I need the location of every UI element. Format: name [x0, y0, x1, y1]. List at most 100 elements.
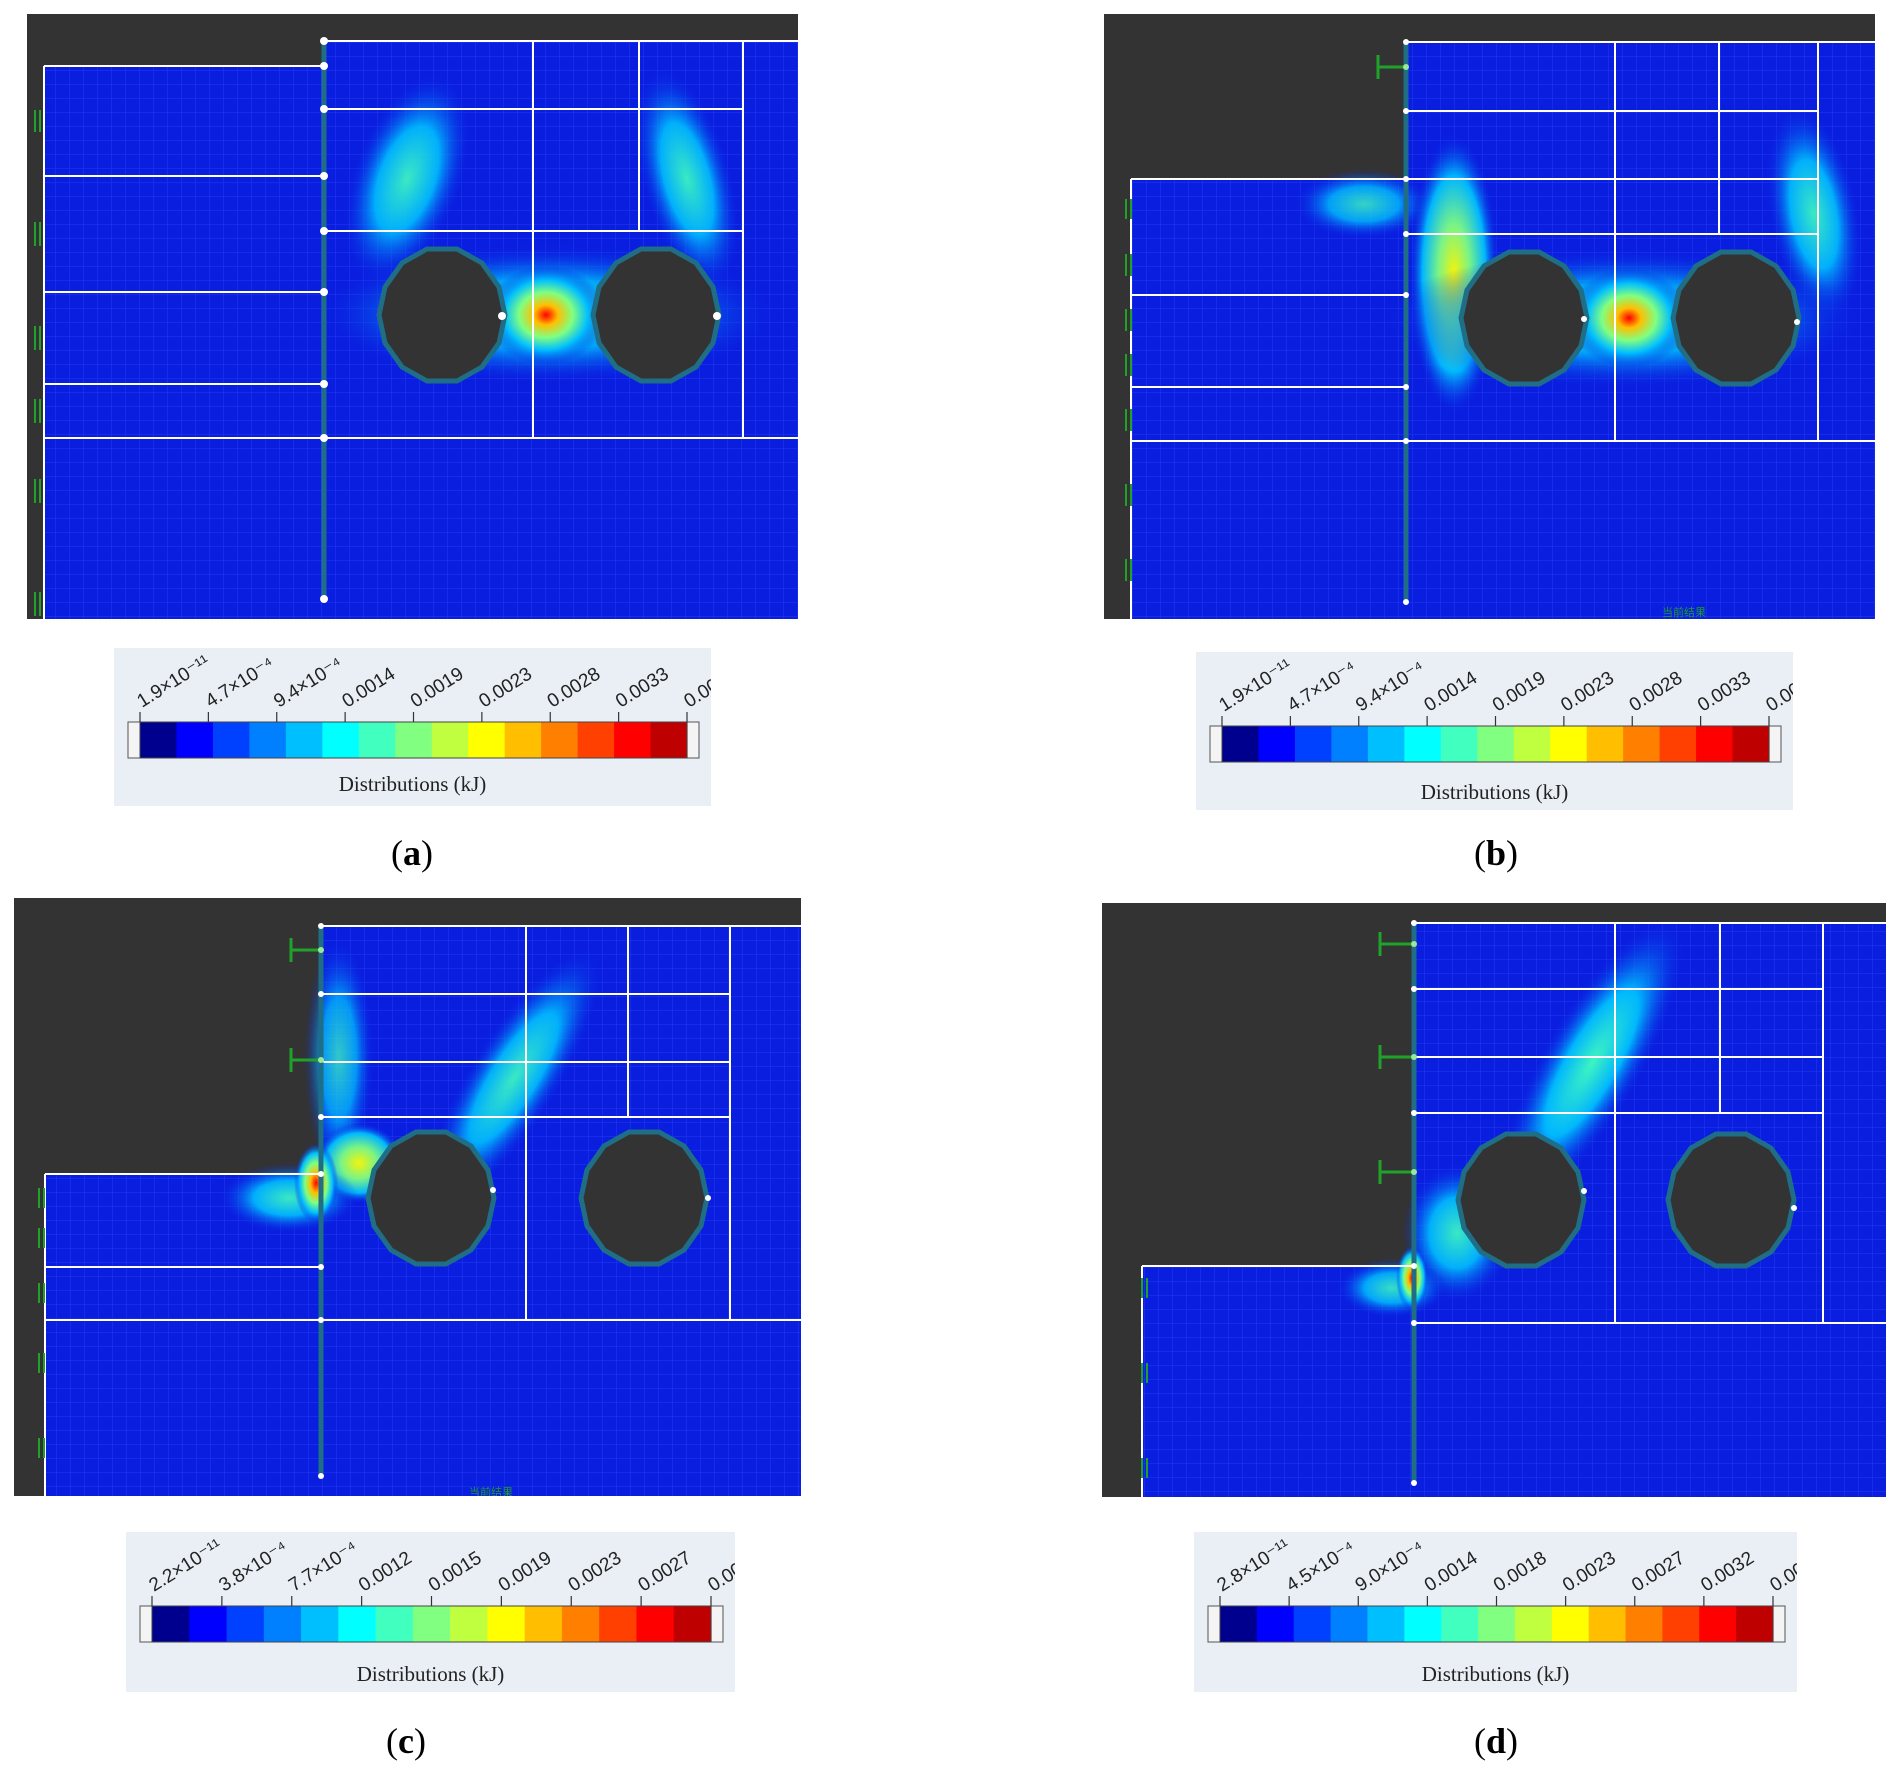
colorbar-swatch — [249, 722, 287, 758]
colorbar-a: 1.9×10⁻¹¹ 4.7×10⁻⁴ 9.4×10⁻⁴ 0.0014 0.0019 0.0… — [114, 648, 711, 806]
colorbar-swatch — [189, 1606, 228, 1642]
colorbar-swatch — [577, 722, 615, 758]
colorbar-swatch — [468, 722, 506, 758]
colorbar-swatch — [650, 722, 688, 758]
colorbar-tick-label: 0.0038 — [681, 664, 711, 713]
colorbar-tick-label: 0.0038 — [1763, 668, 1793, 717]
colorbar-swatch — [301, 1606, 339, 1642]
colorbar-swatch — [1514, 1606, 1553, 1642]
colorbar-tick-label: 0.0027 — [635, 1548, 695, 1597]
colorbar-swatch — [1696, 726, 1734, 762]
colorbar-swatch — [1256, 1606, 1295, 1642]
colorbar-tick-label: 0.0028 — [1626, 668, 1686, 717]
colorbar-swatch — [1550, 726, 1588, 762]
colorbar-tick-label: 0.0023 — [1557, 668, 1617, 717]
colorbar-swatch — [1222, 726, 1260, 762]
colorbar-tick-label: 4.5×10⁻⁴ — [1283, 1538, 1359, 1597]
colorbar-tick-label: 0.0028 — [544, 664, 604, 713]
colorbar-swatch — [152, 1606, 190, 1642]
colorbar-swatch — [226, 1606, 265, 1642]
colorbar-tick-label: 9.4×10⁻⁴ — [1352, 658, 1428, 717]
colorbar-tick-label: 2.2×10⁻¹¹ — [146, 1535, 226, 1596]
colorbar-swatch — [358, 722, 396, 758]
colorbar-swatch — [614, 722, 652, 758]
panel-caption-b: (b) — [1473, 833, 1519, 873]
colorbar-tick-label: 4.7×10⁻⁴ — [202, 654, 278, 713]
colorbar-swatch — [1736, 1606, 1774, 1642]
colorbar-tick-label: 0.0014 — [1421, 1547, 1482, 1596]
colorbar-tick-label: 2.8×10⁻¹¹ — [1214, 1535, 1294, 1596]
colorbar-tick-label: 0.0032 — [1697, 1548, 1757, 1597]
colorbar-swatch — [1331, 726, 1369, 762]
colorbar-scale-c: 2.2×10⁻¹¹3.8×10⁻⁴7.7×10⁻⁴0.0012 0.0015 0.0… — [139, 1535, 735, 1643]
colorbar-tick-label: 1.9×10⁻¹¹ — [1216, 655, 1296, 716]
colorbar-swatch — [487, 1606, 526, 1642]
colorbar-swatch — [1478, 1606, 1516, 1642]
colorbar-tick-label: 0.0036 — [1767, 1548, 1797, 1597]
colorbar-tick-label: 0.0014 — [339, 663, 400, 712]
colorbar-tick-label: 0.0033 — [1694, 668, 1754, 717]
colorbar-tick-label: 0.0014 — [1421, 667, 1482, 716]
colorbar-swatch — [561, 1606, 600, 1642]
colorbar-tick-label: 9.4×10⁻⁴ — [270, 654, 346, 713]
colorbar-swatch — [1220, 1606, 1258, 1642]
colorbar-swatch — [1551, 1606, 1590, 1642]
colorbar-swatch — [599, 1606, 638, 1642]
colorbar-swatch — [140, 722, 178, 758]
colorbar-under-cap — [127, 721, 141, 759]
colorbar-swatch — [263, 1606, 302, 1642]
colorbar-swatch — [1625, 1606, 1663, 1642]
simulation-view-d — [1102, 903, 1886, 1497]
colorbar-over-cap — [710, 1605, 724, 1643]
colorbar-tick-label: 0.0019 — [407, 664, 467, 713]
colorbar-swatch — [1294, 726, 1332, 762]
colorbar-swatch — [1367, 1606, 1405, 1642]
colorbar-swatch — [1440, 726, 1478, 762]
colorbar-tick-label: 3.8×10⁻⁴ — [215, 1538, 291, 1597]
colorbar-tick-label: 0.0023 — [565, 1548, 625, 1597]
colorbar-title: Distributions (kJ) — [1421, 1662, 1570, 1686]
panel-caption-c: (c) — [386, 1721, 426, 1761]
colorbar-swatch — [412, 1606, 451, 1642]
colorbar-title: Distributions (kJ) — [1420, 780, 1569, 804]
colorbar-swatch — [431, 722, 469, 758]
colorbar-swatch — [1293, 1606, 1332, 1642]
colorbar-under-cap — [1209, 725, 1223, 763]
colorbar-swatch — [375, 1606, 414, 1642]
colorbar-swatch — [450, 1606, 488, 1642]
colorbar-b: 1.9×10⁻¹¹ 4.7×10⁻⁴ 9.4×10⁻⁴ 0.0014 0.0019 0.0… — [1196, 652, 1793, 810]
colorbar-tick-label: 0.0033 — [612, 664, 672, 713]
contour-plot-b — [1104, 14, 1875, 619]
colorbar-swatch — [1732, 726, 1770, 762]
contour-plot-c — [14, 898, 801, 1496]
colorbar-swatch — [395, 722, 433, 758]
colorbar-tick-label: 4.7×10⁻⁴ — [1284, 658, 1360, 717]
colorbar-swatch — [176, 722, 214, 758]
colorbar-tick-label: 0.0018 — [1490, 1548, 1550, 1597]
result-watermark: 当前结果 — [1662, 606, 1706, 619]
colorbar-swatch — [1367, 726, 1405, 762]
colorbar-tick-label: 0.0031 — [705, 1548, 735, 1597]
colorbar-swatch — [212, 722, 250, 758]
colorbar-swatch — [1699, 1606, 1737, 1642]
colorbar-title: Distributions (kJ) — [356, 1662, 505, 1686]
colorbar-swatch — [1586, 726, 1624, 762]
colorbar-over-cap — [1768, 725, 1782, 763]
simulation-view-b: 当前结果 — [1104, 14, 1875, 619]
colorbar-swatch — [1258, 726, 1296, 762]
colorbar-tick-label: 7.7×10⁻⁴ — [285, 1538, 361, 1597]
simulation-view-a — [27, 14, 798, 619]
colorbar-swatch — [541, 722, 579, 758]
colorbar-tick-label: 0.0023 — [475, 664, 535, 713]
colorbar-under-cap — [139, 1605, 153, 1643]
panel-caption-a: (a) — [391, 833, 433, 873]
colorbar-scale-d: 2.8×10⁻¹¹4.5×10⁻⁴9.0×10⁻⁴0.0014 0.0018 0.0… — [1207, 1535, 1797, 1643]
colorbar-title: Distributions (kJ) — [338, 772, 487, 796]
colorbar-d: 2.8×10⁻¹¹ 4.5×10⁻⁴ 9.0×10⁻⁴ 0.0014 0.0018 0.0… — [1194, 1532, 1797, 1692]
colorbar-swatch — [1330, 1606, 1369, 1642]
panel-caption-d: (d) — [1473, 1721, 1519, 1761]
colorbar-swatch — [1513, 726, 1551, 762]
colorbar-swatch — [285, 722, 323, 758]
contour-plot-d — [1102, 903, 1886, 1497]
colorbar-c: 2.2×10⁻¹¹ 3.8×10⁻⁴ 7.7×10⁻⁴ 0.0012 0.0015 0.0… — [126, 1532, 735, 1692]
